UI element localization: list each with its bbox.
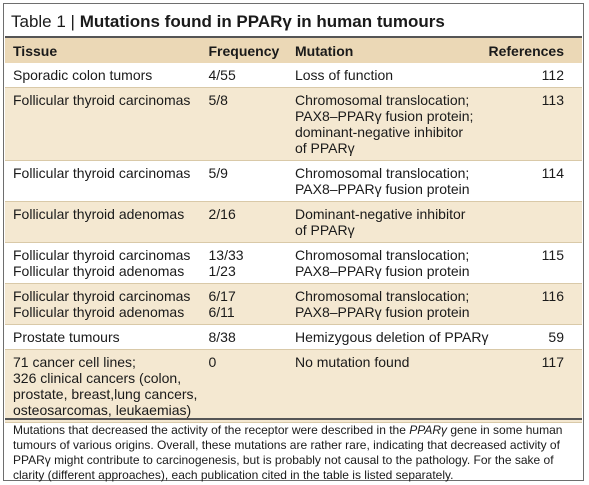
cell-mutation-line: of PPARγ [294, 140, 355, 156]
cell-mutation-line: Loss of function [294, 67, 394, 83]
footnote-gene: PPARγ [409, 423, 448, 437]
cell-tissue-line: osteosarcomas, leukaemias) [13, 402, 192, 418]
cell-frequency-line: 0 [208, 354, 217, 370]
cell-tissue-line: Follicular thyroid carcinomas [13, 165, 191, 181]
cell-mutation-line: Hemizygous deletion of PPARγ [294, 329, 489, 345]
header-mutation: Mutation [294, 38, 489, 63]
cell-mutation-line: of PPARγ [294, 222, 355, 238]
cell-frequency: 2/16 [208, 201, 295, 243]
cell-mutation: Loss of function [294, 63, 489, 88]
cell-frequency-line: 6/11 [208, 304, 235, 320]
cell-references: 113 [488, 87, 582, 161]
cell-tissue-line: Follicular thyroid adenomas [13, 304, 185, 320]
header-references: References [488, 38, 582, 63]
cell-tissue-line: Follicular thyroid adenomas [13, 263, 185, 279]
table-title-text: Mutations found in PPARγ in human tumour… [79, 12, 445, 31]
table-title: Table 1 | Mutations found in PPARγ in hu… [11, 10, 445, 34]
table-row: Sporadic colon tumors 4/55 Loss of functio… [5, 63, 582, 88]
cell-references: 115 [488, 242, 582, 284]
cell-tissue-line: 326 clinical cancers (colon, [13, 370, 182, 386]
cell-mutation-line: Chromosomal translocation; [294, 288, 470, 304]
cell-tissue-line: 71 cancer cell lines; [13, 354, 136, 370]
cell-mutation: Chromosomal translocation; PAX8–PPARγ fus… [294, 160, 489, 202]
cell-frequency-line: 4/55 [208, 67, 236, 83]
cell-frequency-line: 8/38 [208, 329, 236, 345]
cell-references: 112 [488, 63, 582, 88]
cell-mutation: Chromosomal translocation; PAX8–PPARγ fus… [294, 283, 489, 325]
cell-tissue: 71 cancer cell lines; 326 clinical cancer… [5, 349, 209, 423]
cell-mutation-line: PAX8–PPARγ fusion protein [294, 304, 470, 320]
table-frame [3, 3, 584, 481]
mutations-table: Tissue Frequency Mutation References Spo… [5, 38, 582, 423]
cell-frequency-line: 5/9 [208, 165, 228, 181]
cell-mutation-line: Dominant-negative inhibitor [294, 206, 466, 222]
cell-tissue-line: Follicular thyroid adenomas [13, 206, 185, 222]
cell-references: 116 [488, 283, 582, 325]
cell-tissue: Sporadic colon tumors [5, 63, 209, 88]
cell-mutation-line: PAX8–PPARγ fusion protein; [294, 108, 474, 124]
cell-references: 59 [488, 324, 582, 350]
cell-tissue: Follicular thyroid adenomas [5, 201, 209, 243]
table-number: Table 1 | [11, 12, 80, 31]
table-row: Follicular thyroid carcinomas Follicular … [5, 242, 582, 284]
cell-mutation: Chromosomal translocation; PAX8–PPARγ fus… [294, 87, 489, 161]
cell-frequency: 5/9 [208, 160, 295, 202]
cell-frequency: 13/33 1/23 [208, 242, 295, 284]
cell-references: 114 [488, 160, 582, 202]
cell-tissue: Prostate tumours [5, 324, 209, 350]
cell-mutation-line: dominant-negative inhibitor [294, 124, 464, 140]
footnote-text-2: gene in some human tumours of various or… [13, 423, 563, 482]
cell-tissue: Follicular thyroid carcinomas [5, 87, 209, 161]
cell-frequency: 8/38 [208, 324, 295, 350]
cell-mutation: No mutation found [294, 349, 489, 423]
cell-frequency-line: 6/17 [208, 288, 236, 304]
table-row: Prostate tumours 8/38 Hemizygous deletion … [5, 324, 582, 350]
cell-mutation-line: No mutation found [294, 354, 410, 370]
table-footnote: Mutations that decreased the activity of… [13, 423, 578, 483]
cell-tissue-line: Follicular thyroid carcinomas [13, 92, 191, 108]
cell-frequency-line: 1/23 [208, 263, 236, 279]
cell-tissue: Follicular thyroid carcinomas Follicular … [5, 283, 209, 325]
cell-tissue: Follicular thyroid carcinomas Follicular … [5, 242, 209, 284]
cell-mutation-line: PAX8–PPARγ fusion protein [294, 181, 470, 197]
top-rule [5, 36, 582, 38]
cell-tissue-line: Follicular thyroid carcinomas [13, 247, 191, 263]
header-row: Tissue Frequency Mutation References [5, 38, 582, 63]
cell-frequency-line: 2/16 [208, 206, 236, 222]
cell-tissue-line: Follicular thyroid carcinomas [13, 288, 191, 304]
cell-mutation-line: Chromosomal translocation; [294, 165, 470, 181]
cell-frequency: 0 [208, 349, 295, 423]
cell-frequency-line: 5/8 [208, 92, 228, 108]
table-row: Follicular thyroid adenomas 2/16 Dominant-… [5, 201, 582, 243]
cell-frequency: 4/55 [208, 63, 295, 88]
cell-references: 117 [488, 349, 582, 423]
cell-frequency: 5/8 [208, 87, 295, 161]
cell-tissue: Follicular thyroid carcinomas [5, 160, 209, 202]
bottom-rule [5, 418, 582, 420]
cell-frequency-line: 13/33 [208, 247, 244, 263]
table-row: 71 cancer cell lines; 326 clinical cancer… [5, 349, 582, 423]
table-row: Follicular thyroid carcinomas 5/9 Chromoso… [5, 160, 582, 202]
footnote-text-1: Mutations that decreased the activity of… [13, 423, 410, 437]
cell-tissue-line: Prostate tumours [13, 329, 120, 345]
table-body: Sporadic colon tumors 4/55 Loss of functio… [5, 63, 582, 423]
cell-mutation: Chromosomal translocation; PAX8–PPARγ fus… [294, 242, 489, 284]
table-row: Follicular thyroid carcinomas 5/8 Chromoso… [5, 87, 582, 161]
cell-tissue-line: Sporadic colon tumors [13, 67, 153, 83]
header-tissue: Tissue [5, 38, 209, 63]
cell-mutation: Hemizygous deletion of PPARγ [294, 324, 489, 350]
cell-references [488, 201, 582, 243]
table-row: Follicular thyroid carcinomas Follicular … [5, 283, 582, 325]
cell-mutation-line: PAX8–PPARγ fusion protein [294, 263, 470, 279]
cell-mutation: Dominant-negative inhibitor of PPARγ [294, 201, 489, 243]
cell-mutation-line: Chromosomal translocation; [294, 92, 470, 108]
cell-tissue-line: prostate, breast,lung cancers, [13, 386, 198, 402]
cell-mutation-line: Chromosomal translocation; [294, 247, 470, 263]
cell-frequency: 6/17 6/11 [208, 283, 295, 325]
header-frequency: Frequency [208, 38, 295, 63]
